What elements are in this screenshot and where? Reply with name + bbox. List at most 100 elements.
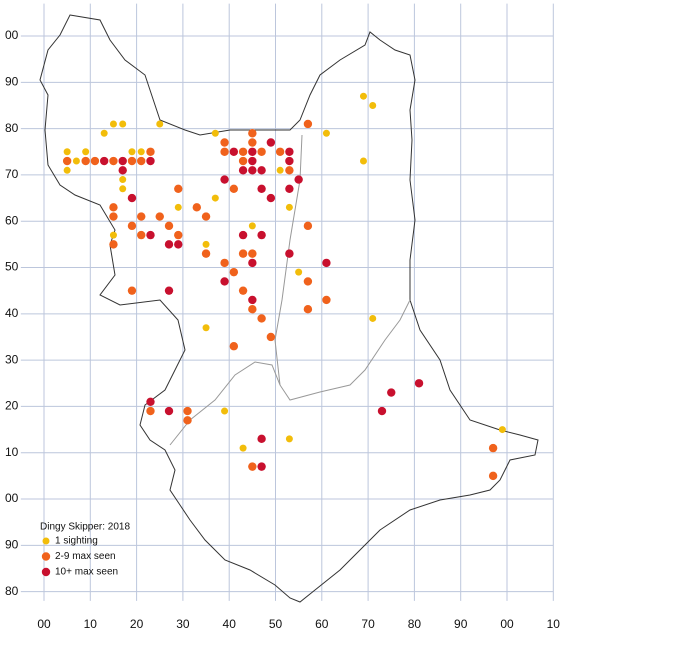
y-tick-label: 00 bbox=[5, 28, 19, 42]
marks bbox=[62, 92, 506, 481]
legend-swatch bbox=[41, 567, 51, 577]
x-tick-label: 40 bbox=[223, 617, 237, 631]
y-tick-label: 40 bbox=[5, 306, 19, 320]
y-tick-label: 70 bbox=[5, 167, 19, 181]
x-tick-label: 90 bbox=[454, 617, 468, 631]
sighting-dot bbox=[285, 184, 294, 194]
y-tick-label: 80 bbox=[5, 121, 19, 135]
sighting-dot bbox=[498, 426, 506, 434]
sighting-dot bbox=[238, 230, 248, 240]
x-tick-label: 20 bbox=[130, 617, 144, 631]
sighting-dot bbox=[257, 184, 266, 194]
sighting-dot bbox=[146, 230, 155, 240]
district-boundary bbox=[169, 361, 281, 446]
sighting-dot bbox=[72, 157, 80, 165]
sighting-dot bbox=[127, 221, 137, 231]
sighting-dot bbox=[229, 147, 239, 156]
sighting-dot bbox=[174, 230, 183, 240]
sighting-dot bbox=[127, 286, 137, 295]
sighting-dot bbox=[488, 443, 498, 453]
sighting-dot bbox=[90, 156, 100, 166]
sighting-dot bbox=[285, 147, 294, 156]
sighting-dot bbox=[109, 156, 118, 166]
sighting-dot bbox=[414, 379, 424, 388]
sighting-dot bbox=[248, 249, 257, 258]
sighting-dot bbox=[118, 166, 127, 175]
sighting-dot bbox=[63, 166, 71, 174]
sighting-dot bbox=[155, 212, 164, 221]
sighting-dot bbox=[285, 435, 293, 443]
legend: Dingy Skipper: 2018 1 sighting 2-9 max se… bbox=[40, 522, 130, 578]
sighting-dot bbox=[266, 138, 276, 147]
boundaries bbox=[39, 14, 539, 603]
sighting-dot bbox=[109, 120, 117, 128]
sighting-dot bbox=[109, 240, 118, 249]
sighting-dot bbox=[257, 230, 266, 240]
y-tick-label: 30 bbox=[5, 352, 19, 366]
sighting-dot bbox=[229, 267, 239, 277]
x-tick-label: 80 bbox=[408, 617, 422, 631]
x-tick-label: 10 bbox=[547, 617, 561, 631]
sighting-dot bbox=[109, 231, 117, 239]
sighting-dot bbox=[295, 268, 303, 276]
sighting-dot bbox=[276, 166, 284, 174]
sighting-dot bbox=[202, 324, 210, 332]
sighting-dot bbox=[322, 129, 330, 137]
sighting-dot bbox=[99, 156, 109, 166]
sighting-dot bbox=[248, 295, 257, 305]
sighting-dot bbox=[146, 147, 155, 156]
sighting-dot bbox=[164, 286, 174, 295]
sighting-dot bbox=[369, 101, 377, 109]
sighting-dot bbox=[257, 462, 266, 471]
y-tick-label: 90 bbox=[5, 538, 19, 552]
sighting-dot bbox=[220, 147, 229, 156]
sighting-dot bbox=[359, 92, 367, 100]
sighting-dot bbox=[137, 148, 145, 156]
sighting-dot bbox=[119, 120, 127, 128]
legend-swatch bbox=[42, 537, 50, 545]
sighting-dot bbox=[229, 184, 239, 194]
sighting-dot bbox=[164, 221, 174, 231]
sighting-dot bbox=[488, 471, 498, 481]
sighting-dot bbox=[146, 397, 155, 406]
sighting-dot bbox=[238, 249, 248, 258]
sighting-dot bbox=[220, 175, 229, 184]
legend-label: 2-9 max seen bbox=[55, 551, 116, 562]
sighting-dot bbox=[118, 156, 127, 166]
sighting-dot bbox=[201, 249, 211, 258]
sighting-dot bbox=[238, 156, 248, 166]
legend-label: 10+ max seen bbox=[55, 567, 118, 578]
sighting-dot bbox=[257, 434, 266, 444]
sighting-dot bbox=[174, 203, 182, 211]
sighting-dot bbox=[128, 148, 136, 156]
sighting-dot bbox=[322, 258, 331, 268]
sighting-dot bbox=[229, 342, 239, 351]
sighting-dot bbox=[211, 129, 219, 137]
y-tick-label: 10 bbox=[5, 445, 19, 459]
sighting-dot bbox=[285, 156, 294, 166]
x-tick-label: 00 bbox=[37, 617, 51, 631]
x-tick-label: 30 bbox=[176, 617, 190, 631]
sighting-dot bbox=[248, 258, 257, 268]
sighting-dot bbox=[183, 406, 192, 416]
grid bbox=[20, 3, 554, 601]
sighting-dot bbox=[164, 406, 174, 416]
sighting-dot bbox=[303, 221, 313, 231]
y-tick-label: 90 bbox=[5, 74, 19, 88]
sighting-dot bbox=[220, 258, 229, 268]
sighting-dot bbox=[266, 193, 276, 203]
sighting-dot bbox=[248, 129, 257, 138]
sighting-dot bbox=[303, 277, 313, 286]
x-tick-label: 60 bbox=[315, 617, 329, 631]
sighting-dot bbox=[164, 240, 174, 249]
sighting-dot bbox=[248, 222, 256, 230]
sighting-dot bbox=[220, 277, 229, 286]
sighting-dot bbox=[266, 332, 276, 342]
sighting-dot bbox=[62, 156, 72, 166]
sighting-dot bbox=[119, 176, 127, 184]
sighting-dot bbox=[248, 138, 257, 147]
tick-labels: 00 10 20 30 40 50 60 70 80 90 00 10 00 90 80 70 60 50 40 30… bbox=[5, 28, 560, 631]
x-tick-label: 70 bbox=[361, 617, 375, 631]
sighting-dot bbox=[137, 156, 146, 166]
